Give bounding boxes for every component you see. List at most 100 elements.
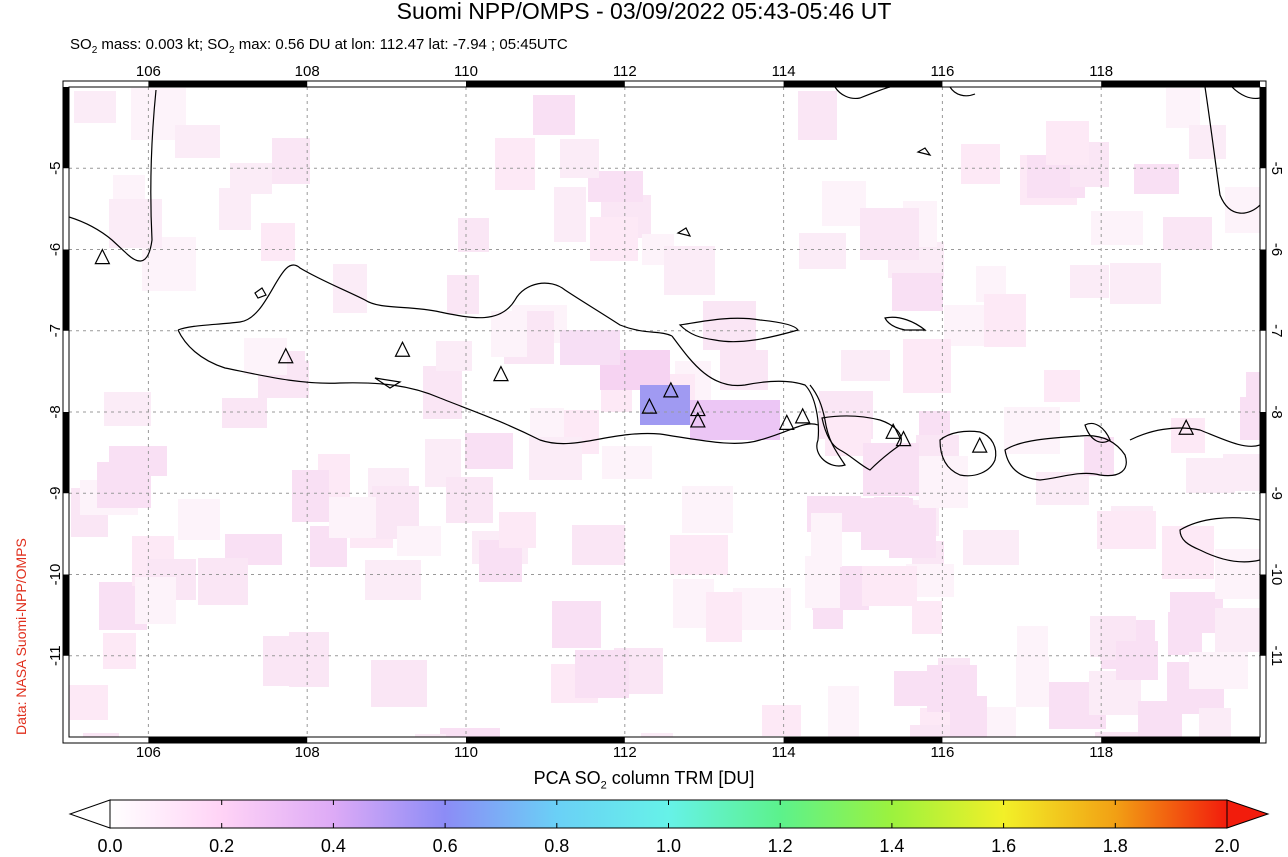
volcano-marker [794, 407, 811, 424]
volcano-marker [394, 340, 411, 357]
so2-pixel [1166, 88, 1200, 128]
colorbar-tick-label: 1.8 [1102, 836, 1128, 856]
lat-tick-label: -11 [1268, 645, 1285, 666]
so2-pixel [1170, 592, 1223, 633]
lon-tick-label: 108 [295, 63, 320, 80]
so2-pixel [135, 577, 176, 624]
so2-pixel [1046, 121, 1089, 165]
frame-band-segment [1260, 574, 1266, 656]
so2-pixel [641, 733, 673, 737]
frame-band-segment [466, 81, 625, 87]
so2-pixel [552, 601, 601, 648]
colorbar-label: PCA SO2 column TRM [DU] [533, 768, 755, 792]
so2-pixel [415, 734, 446, 737]
lon-tick-label: 112 [613, 744, 637, 761]
frame-band-segment [1260, 87, 1266, 169]
colorbar-tick-label: 1.4 [879, 836, 905, 856]
lat-tick-label: -5 [1268, 162, 1285, 175]
so2-pixel [261, 223, 295, 261]
so2-pixel [1199, 708, 1231, 737]
so2-pixel [572, 525, 625, 565]
so2-pixel [499, 512, 536, 548]
so2-pixel [798, 91, 837, 140]
so2-pixel [1016, 657, 1049, 707]
so2-pixel [602, 446, 652, 479]
so2-pixel [333, 264, 367, 313]
so2-pixel [222, 398, 267, 428]
so2-pixel [1189, 652, 1248, 689]
lon-labels-bottom: 106 108 110 112 114 116 118 [136, 744, 1113, 761]
so2-pixel [178, 499, 220, 540]
lon-tick-label: 110 [454, 744, 478, 761]
so2-pixel [458, 218, 489, 252]
so2-pixel [1084, 437, 1114, 476]
colorbar-tick-label: 0.8 [544, 836, 570, 856]
lat-tick-label: -8 [1268, 405, 1285, 418]
so2-pixel [664, 246, 715, 295]
so2-pixel [963, 530, 1019, 565]
frame-band-segment [783, 737, 943, 743]
so2-pixel [1134, 164, 1179, 194]
so2-pixel [1215, 608, 1260, 652]
frame-band-segment [466, 737, 625, 743]
so2-pixel [1110, 263, 1161, 304]
so2-pixel [69, 685, 108, 720]
lon-tick-label: 108 [295, 744, 320, 761]
so2-pixel [446, 477, 493, 523]
so2-pixel [903, 339, 951, 393]
so2-pixel [289, 632, 329, 687]
lon-labels-top: 106 108 110 112 114 116 118 [136, 63, 1113, 80]
so2-pixel [1095, 732, 1154, 737]
volcano-marker [641, 397, 658, 414]
so2-pixel [1189, 125, 1226, 159]
so2-pixel [436, 341, 472, 371]
lat-labels-left: -5 -6 -7 -8 -9 -10 -11 [47, 162, 64, 666]
so2-pixel [912, 601, 942, 634]
lon-tick-label: 114 [772, 744, 796, 761]
lat-tick-label: -10 [1268, 564, 1285, 586]
so2-pixel [560, 139, 599, 178]
so2-pixel [1186, 458, 1235, 493]
lat-tick-label: -9 [1268, 487, 1285, 500]
so2-pixel [640, 385, 690, 425]
so2-pixel [292, 470, 329, 522]
map-subtitle: SO2 mass: 0.003 kt; SO2 max: 0.56 DU at … [70, 36, 568, 56]
so2-pixel [530, 408, 564, 440]
map-frame [62, 80, 1267, 744]
frame-band-segment [1101, 81, 1260, 87]
so2-pixel [529, 437, 582, 480]
frame-band-segment [783, 81, 943, 87]
colorbar-tick-label: 0.0 [97, 836, 123, 856]
so2-pixel [423, 366, 462, 419]
so2-pixel [799, 233, 846, 269]
so2-pixel [1240, 397, 1260, 440]
volcano-markers [94, 248, 1195, 453]
colorbar-tick-label: 1.0 [655, 836, 682, 856]
volcano-marker [492, 365, 509, 382]
frame-band-segment [148, 81, 308, 87]
lat-tick-label: -6 [1268, 243, 1285, 256]
volcano-marker [1178, 418, 1195, 435]
so2-pixel [862, 566, 917, 606]
so2-pixel [961, 144, 1000, 184]
so2-pixel [83, 733, 119, 737]
map-title: Suomi NPP/OMPS - 03/09/2022 05:43-05:46 … [396, 0, 892, 24]
so2-pixel [175, 125, 220, 158]
lon-tick-label: 110 [454, 63, 478, 80]
frame-band-segment [63, 574, 69, 656]
volcano-marker [971, 436, 988, 453]
so2-pixel [841, 350, 890, 381]
frame-band-segment [1101, 737, 1260, 743]
so2-pixel [894, 671, 929, 706]
lon-tick-label: 116 [930, 744, 954, 761]
colorbar-tick-label: 1.6 [991, 836, 1017, 856]
so2-pixel [104, 392, 151, 426]
colorbar [68, 799, 1270, 829]
volcano-marker [277, 347, 294, 364]
so2-pixel [1116, 641, 1158, 680]
colorbar-max-arrow [1226, 799, 1270, 829]
so2-pixel [984, 294, 1026, 347]
volcano-marker [689, 411, 706, 428]
lat-tick-label: -8 [47, 405, 64, 418]
so2-pixel [1017, 626, 1048, 662]
